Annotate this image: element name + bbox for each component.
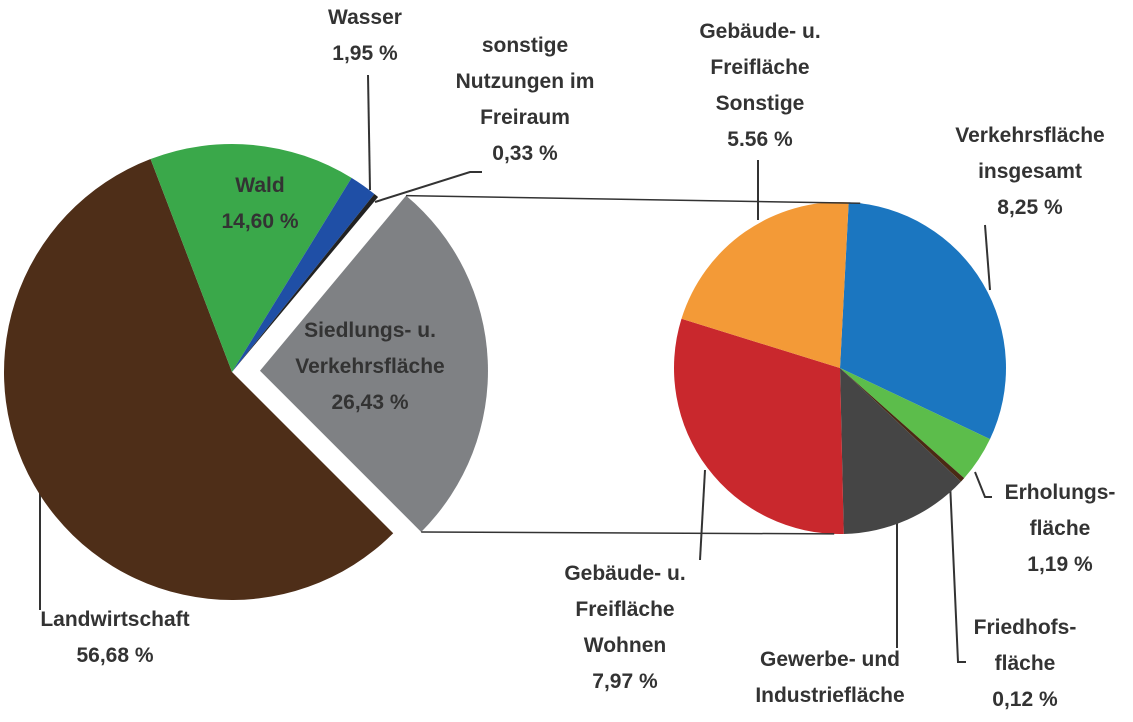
pie-slice [232, 177, 375, 372]
connector-line [406, 194, 861, 204]
category-label: Landwirtschaft [40, 608, 190, 631]
leader-line [974, 471, 992, 498]
leader-line [699, 469, 706, 561]
slice-label: Gebäude- u. Freifläche Sonstige 5.56 % [630, 14, 890, 158]
slice-label: Friedhofs- fläche 0,12 % [895, 610, 1133, 718]
category-label: Siedlungs- u. Verkehrsfläche [295, 319, 445, 378]
category-label: Gebäude- u. Freifläche Sonstige [699, 20, 821, 115]
pie-slice [840, 368, 990, 479]
slice-label: Landwirtschaft 56,68 % [0, 602, 245, 674]
pie [4, 144, 488, 600]
leader-line [374, 171, 482, 203]
pie-slice [4, 159, 394, 600]
value-label: 0,12 % [992, 688, 1058, 711]
value-label: 0,33 % [492, 142, 558, 165]
pie-slice [840, 202, 1006, 440]
category-label: Friedhofs- fläche [973, 616, 1077, 675]
category-label: Gebäude- u. Freifläche Wohnen [564, 562, 686, 657]
value-label: 3,34 % [700, 714, 960, 722]
value-label: 14,60 % [221, 210, 299, 233]
slice-label: Erholungs- fläche 1,19 % [930, 475, 1133, 583]
pie-slice [674, 318, 844, 534]
category-label: sonstige Nutzungen im Freiraum [455, 34, 595, 129]
category-label: Verkehrsfläche insgesamt [955, 124, 1105, 183]
pie-slice [840, 368, 965, 482]
slice-label: Gewerbe- und Industriefläche 3,34 % [700, 642, 960, 722]
pie-slice [150, 144, 352, 372]
category-label: Gewerbe- und Industriefläche [755, 648, 905, 707]
value-label: 5.56 % [727, 128, 793, 151]
category-label: Wasser [328, 6, 402, 29]
pie-slice [840, 368, 961, 534]
pie [674, 202, 1006, 534]
pie-slice [259, 195, 488, 532]
slice-label: sonstige Nutzungen im Freiraum 0,33 % [395, 28, 655, 172]
pie-slice [681, 202, 849, 368]
leader-line [949, 481, 966, 663]
slice-label: Gebäude- u. Freifläche Wohnen 7,97 % [495, 556, 755, 700]
pie-slice [232, 193, 379, 372]
slice-label: Siedlungs- u. Verkehrsfläche 26,43 % [240, 313, 500, 421]
value-label: 26,43 % [331, 391, 409, 414]
category-label: Erholungs- fläche [1004, 481, 1116, 540]
value-label: 56,68 % [76, 644, 154, 667]
leader-line [984, 224, 991, 291]
value-label: 1,95 % [332, 42, 398, 65]
value-label: 7,97 % [592, 670, 658, 693]
category-label: Wald [235, 174, 285, 197]
leader-line [367, 74, 371, 191]
slice-label: Wasser 1,95 % [235, 0, 495, 72]
slice-label: Verkehrsfläche insgesamt 8,25 % [900, 118, 1133, 226]
value-label: 1,19 % [1027, 553, 1093, 576]
slice-label: Wald 14,60 % [130, 168, 390, 240]
value-label: 8,25 % [997, 196, 1063, 219]
connector-line [421, 531, 835, 535]
